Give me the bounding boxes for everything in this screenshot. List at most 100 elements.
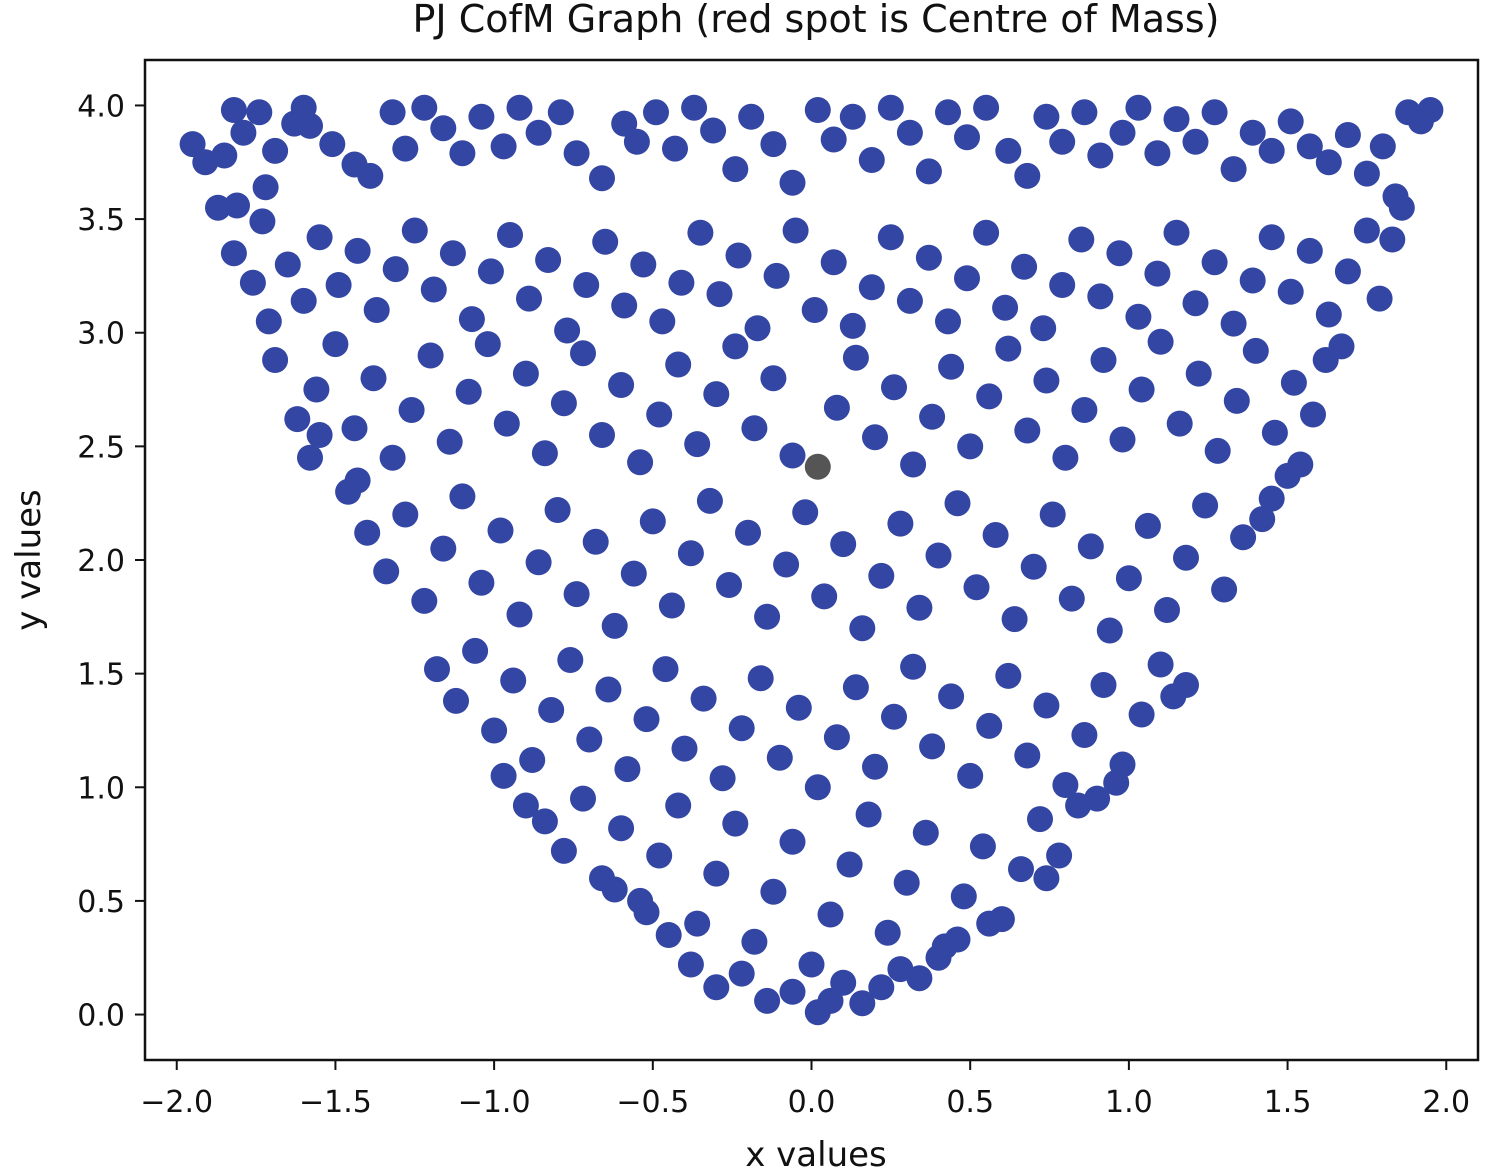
- scatter-point: [573, 272, 600, 298]
- scatter-point: [938, 353, 965, 380]
- scatter-point: [611, 292, 638, 319]
- scatter-point: [1223, 387, 1250, 414]
- scatter-point: [220, 240, 247, 267]
- scatter-point: [1296, 237, 1323, 264]
- scatter-point: [1027, 806, 1053, 833]
- scatter-point: [766, 744, 793, 771]
- scatter-point: [306, 422, 333, 448]
- scatter-point: [643, 99, 669, 126]
- x-tick-label: −0.5: [616, 1085, 689, 1120]
- scatter-point: [262, 347, 289, 373]
- scatter-point: [760, 365, 787, 392]
- scatter-point: [681, 94, 708, 121]
- scatter-point: [915, 158, 942, 185]
- scatter-point: [449, 483, 476, 510]
- scatter-point: [839, 103, 866, 130]
- scatter-point: [589, 422, 615, 448]
- y-tick-label: 2.0: [77, 544, 125, 579]
- scatter-point: [992, 294, 1019, 321]
- x-tick-label: 1.0: [1105, 1085, 1153, 1120]
- scatter-point: [1033, 865, 1060, 892]
- scatter-point: [690, 685, 717, 712]
- scatter-point: [1261, 419, 1288, 446]
- scatter-point: [1033, 103, 1060, 130]
- scatter-point: [1353, 217, 1380, 244]
- scatter-point: [319, 131, 346, 158]
- x-tick-label: 2.0: [1422, 1085, 1470, 1120]
- scatter-point: [1090, 672, 1117, 698]
- scatter-point: [801, 297, 828, 323]
- scatter-point: [1068, 226, 1095, 253]
- scatter-point: [1033, 692, 1060, 719]
- scatter-point: [662, 135, 688, 162]
- scatter-point: [589, 165, 615, 192]
- scatter-point: [614, 756, 641, 783]
- scatter-point: [1220, 310, 1247, 337]
- scatter-point: [363, 297, 390, 323]
- scatter-point: [1046, 842, 1073, 869]
- scatter-point: [290, 287, 317, 314]
- scatter-point: [620, 560, 647, 587]
- y-tick-label: 1.0: [77, 771, 125, 806]
- scatter-point: [995, 662, 1022, 689]
- scatter-point: [906, 965, 933, 992]
- y-tick-label: 1.5: [77, 658, 125, 693]
- scatter-point: [741, 415, 768, 442]
- scatter-point: [995, 137, 1022, 164]
- scatter-point: [887, 510, 914, 537]
- scatter-point: [443, 687, 469, 714]
- scatter-point: [525, 549, 552, 576]
- scatter-point: [881, 703, 907, 730]
- scatter-point: [823, 724, 850, 751]
- scatter-point: [738, 103, 765, 130]
- scatter-point: [1030, 315, 1057, 342]
- scatter-point: [1201, 249, 1228, 276]
- scatter-point: [481, 717, 508, 744]
- scatter-point: [1182, 128, 1209, 155]
- scatter-point: [1001, 606, 1028, 633]
- scatter-point: [255, 308, 282, 335]
- scatter-point: [798, 951, 825, 978]
- scatter-point: [804, 774, 831, 801]
- y-tick-label: 2.5: [77, 430, 125, 465]
- scatter-point: [944, 490, 971, 517]
- scatter-point: [655, 922, 682, 948]
- scatter-point: [973, 94, 1000, 121]
- scatter-point: [262, 137, 289, 164]
- scatter-point: [430, 115, 457, 142]
- scatter-point: [938, 683, 965, 710]
- scatter-point: [1315, 301, 1342, 328]
- scatter-point: [716, 572, 742, 598]
- y-tick-label: 4.0: [77, 89, 125, 124]
- scatter-point: [1049, 128, 1076, 155]
- scatter-point: [344, 237, 371, 264]
- scatter-point: [1277, 278, 1304, 305]
- scatter-point: [538, 697, 565, 723]
- scatter-point: [1239, 119, 1266, 146]
- scatter-point: [1369, 133, 1396, 160]
- scatter-point: [1125, 303, 1152, 330]
- scatter-point: [623, 128, 650, 155]
- y-tick-label: 3.0: [77, 317, 125, 352]
- plot-frame: [143, 58, 1480, 1062]
- scatter-point: [1125, 94, 1152, 121]
- y-tick-label: 0.5: [77, 885, 125, 920]
- scatter-point: [284, 406, 311, 433]
- scatter-point: [915, 244, 942, 271]
- scatter-point: [868, 562, 895, 589]
- scatter-point: [531, 808, 558, 835]
- x-tick-label: 1.5: [1264, 1085, 1312, 1120]
- scatter-point: [976, 910, 1003, 937]
- scatter-point: [954, 124, 980, 151]
- scatter-point: [925, 542, 952, 569]
- scatter-point: [1417, 97, 1444, 123]
- scatter-point: [935, 99, 961, 126]
- scatter-point: [1134, 512, 1161, 539]
- scatter-point: [493, 410, 520, 437]
- scatter-point: [1052, 444, 1079, 471]
- chart-title: PJ CofM Graph (red spot is Centre of Mas…: [413, 0, 1220, 41]
- scatter-point: [849, 990, 876, 1017]
- scatter-point: [830, 531, 857, 558]
